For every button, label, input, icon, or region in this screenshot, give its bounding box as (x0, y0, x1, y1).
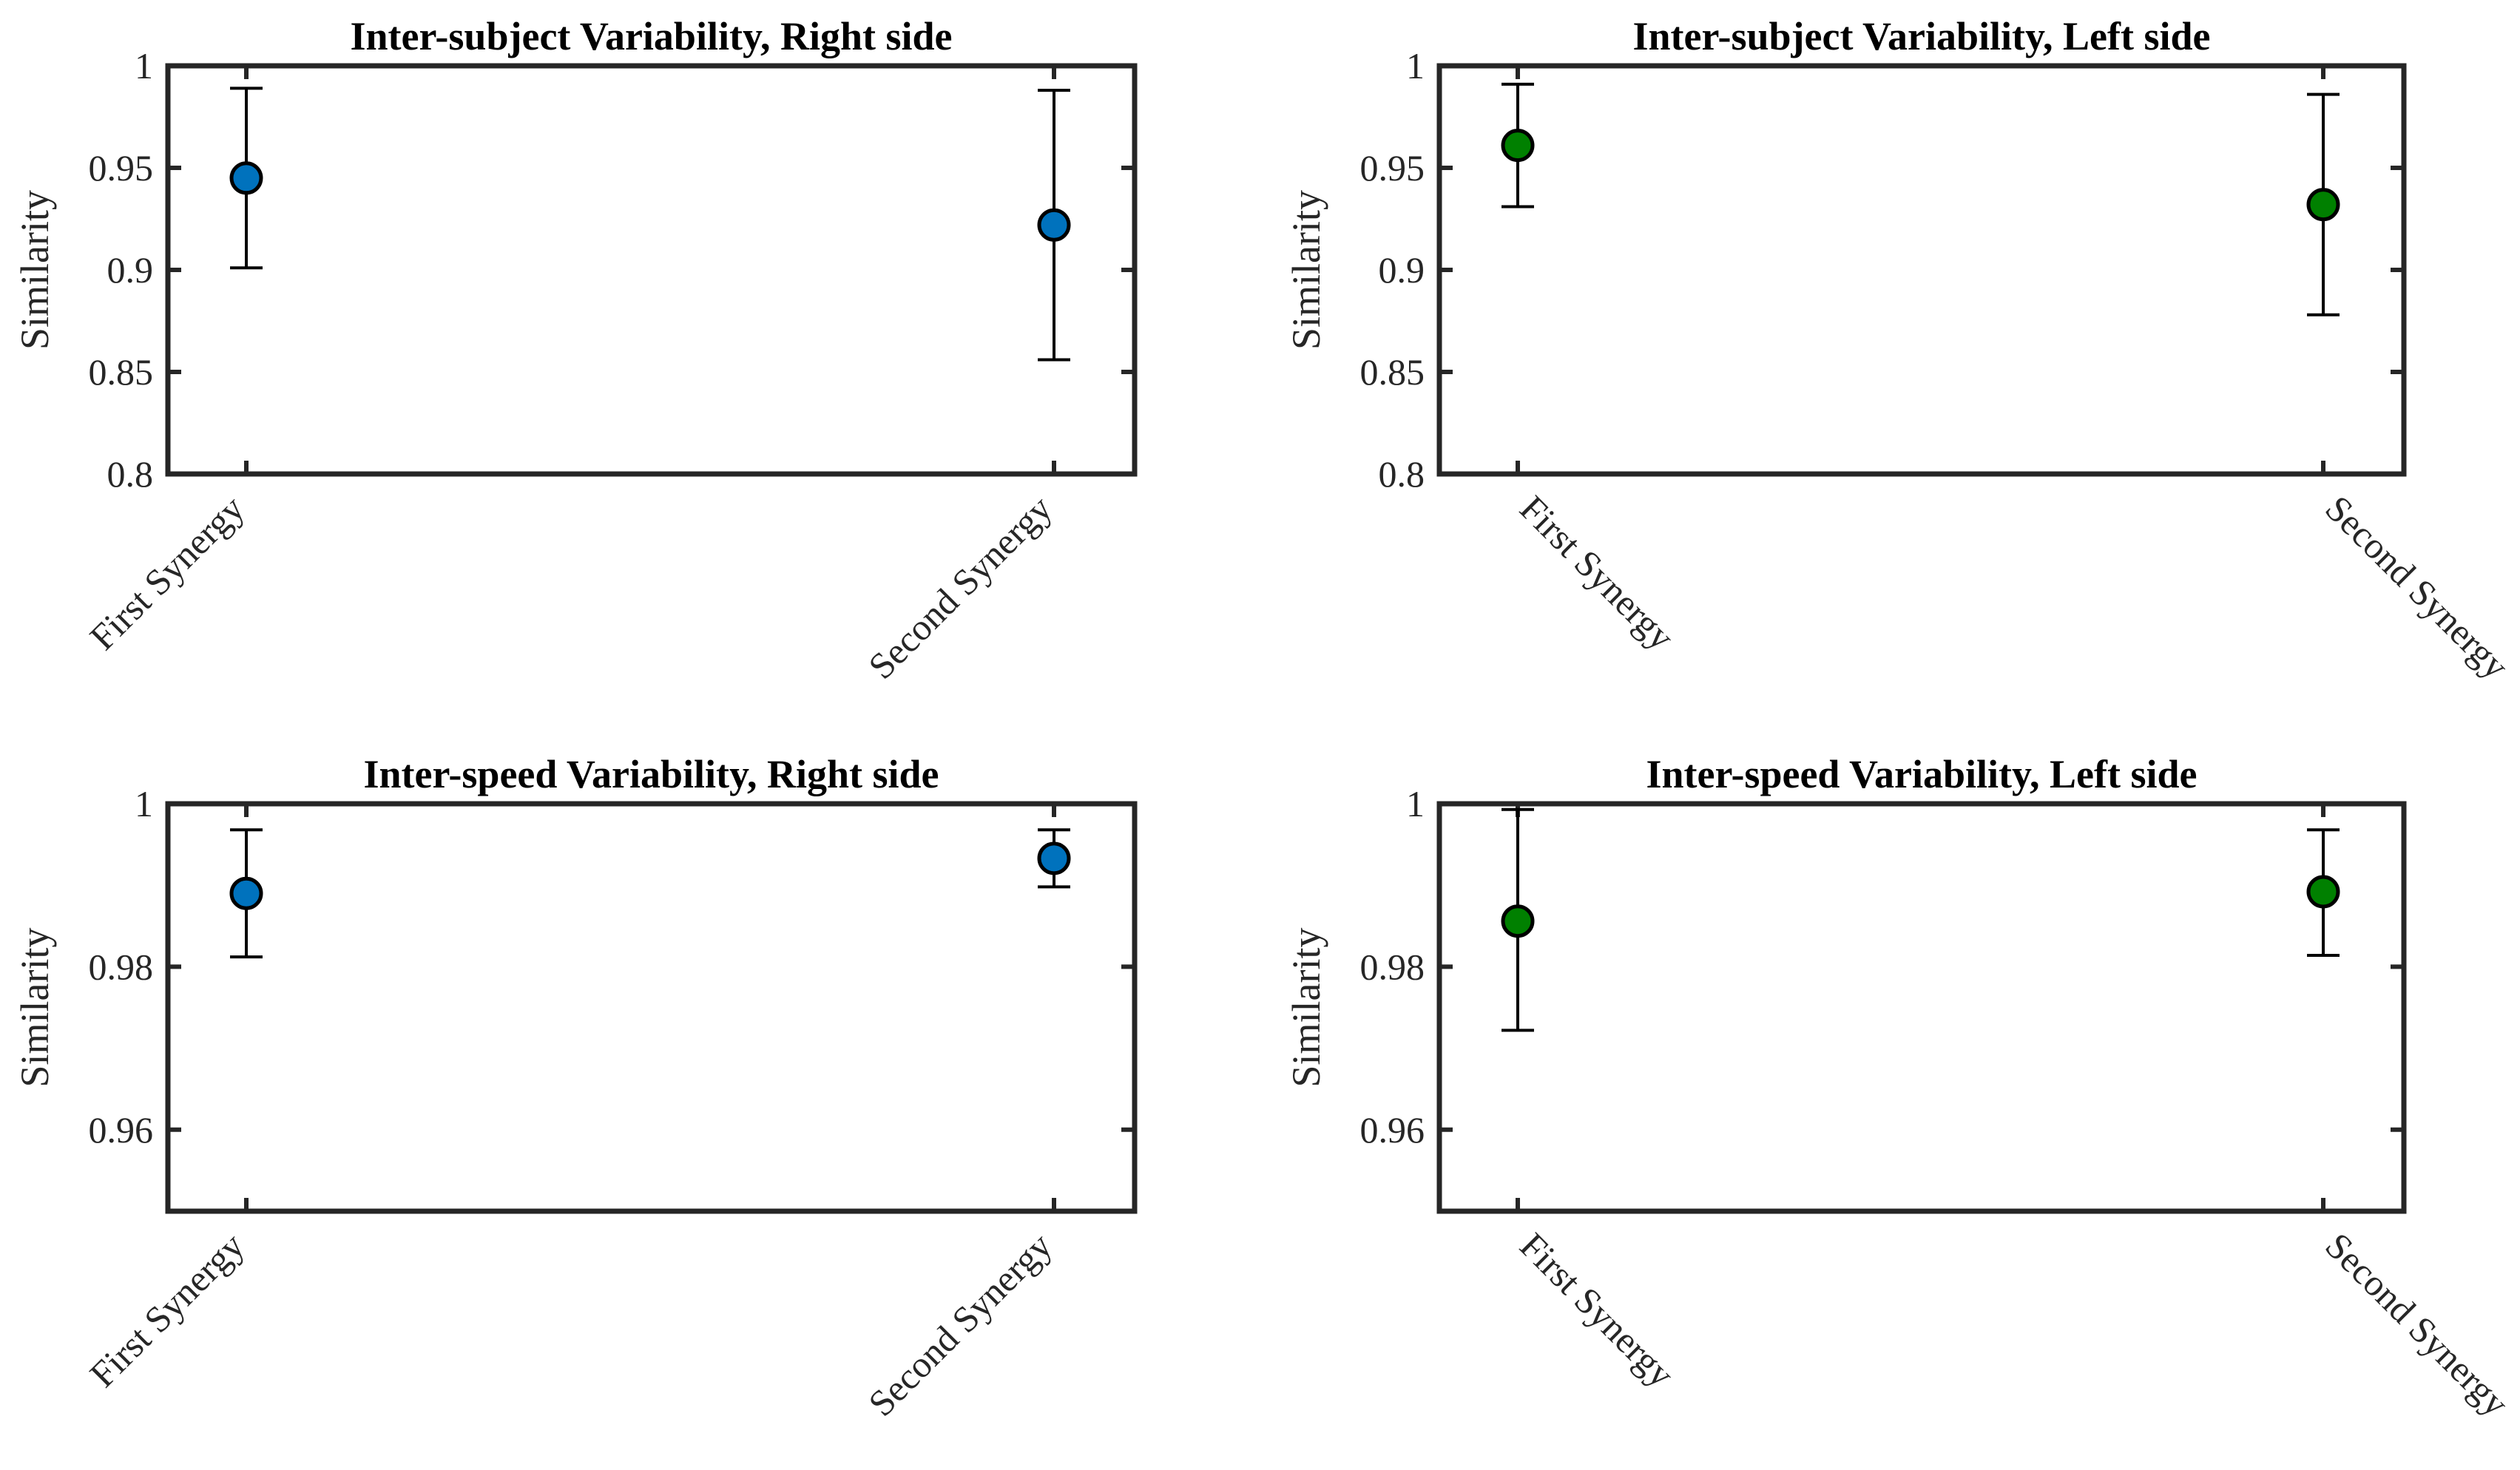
axes-box (165, 63, 1138, 477)
x-tick-label: Second Synergy (860, 1225, 1060, 1424)
y-axis-label: Similarity (1284, 928, 1328, 1088)
data-point-marker (1501, 129, 1535, 163)
chart-panel-2: Inter-subject Variability, Left side 0.8 0… (1284, 14, 2517, 687)
chart-panel-3: Inter-speed Variability, Right side 0.96 0… (13, 752, 1138, 1424)
y-tick-label: 0.85 (89, 351, 154, 393)
y-tick-label: 0.9 (1379, 249, 1425, 291)
chart-title: Inter-subject Variability, Left side (1633, 14, 2211, 58)
y-tick-label: 0.98 (1360, 946, 1425, 987)
chart-title: Inter-subject Variability, Right side (350, 14, 952, 58)
y-axis-label: Similarity (13, 928, 57, 1088)
chart-title: Inter-speed Variability, Right side (363, 752, 939, 796)
y-tick-label: 0.95 (1360, 147, 1425, 189)
chart-panel-4: Inter-speed Variability, Left side 0.96 0.… (1284, 752, 2517, 1424)
x-tick-label: First Synergy (81, 487, 251, 657)
data-point-marker (1501, 904, 1535, 938)
y-tick-label: 1 (135, 783, 153, 824)
y-tick-label: 1 (1406, 783, 1425, 824)
x-tick-label: Second Synergy (2317, 1225, 2517, 1424)
data-point-marker (2306, 875, 2340, 909)
y-tick-label: 0.8 (107, 453, 154, 495)
y-tick-label: 1 (1406, 45, 1425, 87)
y-tick-label: 0.8 (1379, 453, 1425, 495)
axes-box (1436, 801, 2407, 1214)
y-tick-label: 0.85 (1360, 351, 1425, 393)
y-tick-label: 1 (135, 45, 153, 87)
y-tick-label: 0.9 (107, 249, 154, 291)
axes-box (165, 801, 1138, 1214)
y-axis-label: Similarity (1284, 190, 1328, 350)
chart-title: Inter-speed Variability, Left side (1646, 752, 2197, 796)
y-axis-label: Similarity (13, 190, 57, 350)
y-tick-label: 0.96 (1360, 1109, 1425, 1151)
y-tick-label: 0.95 (89, 147, 154, 189)
axes-box (1436, 63, 2407, 477)
data-point-marker (1037, 208, 1071, 242)
chart-panel-1: Inter-subject Variability, Right side 0.8… (13, 14, 1138, 687)
y-tick-label: 0.98 (89, 946, 154, 987)
data-point-marker (2306, 188, 2340, 222)
data-point-marker (1037, 841, 1071, 875)
data-point-marker (229, 876, 263, 910)
data-point-marker (229, 161, 263, 195)
x-tick-label: First Synergy (1512, 1225, 1682, 1395)
y-tick-label: 0.96 (89, 1109, 154, 1151)
x-tick-label: First Synergy (81, 1225, 251, 1395)
x-tick-label: First Synergy (1512, 487, 1682, 657)
x-tick-label: Second Synergy (2317, 487, 2517, 687)
x-tick-label: Second Synergy (860, 487, 1060, 687)
